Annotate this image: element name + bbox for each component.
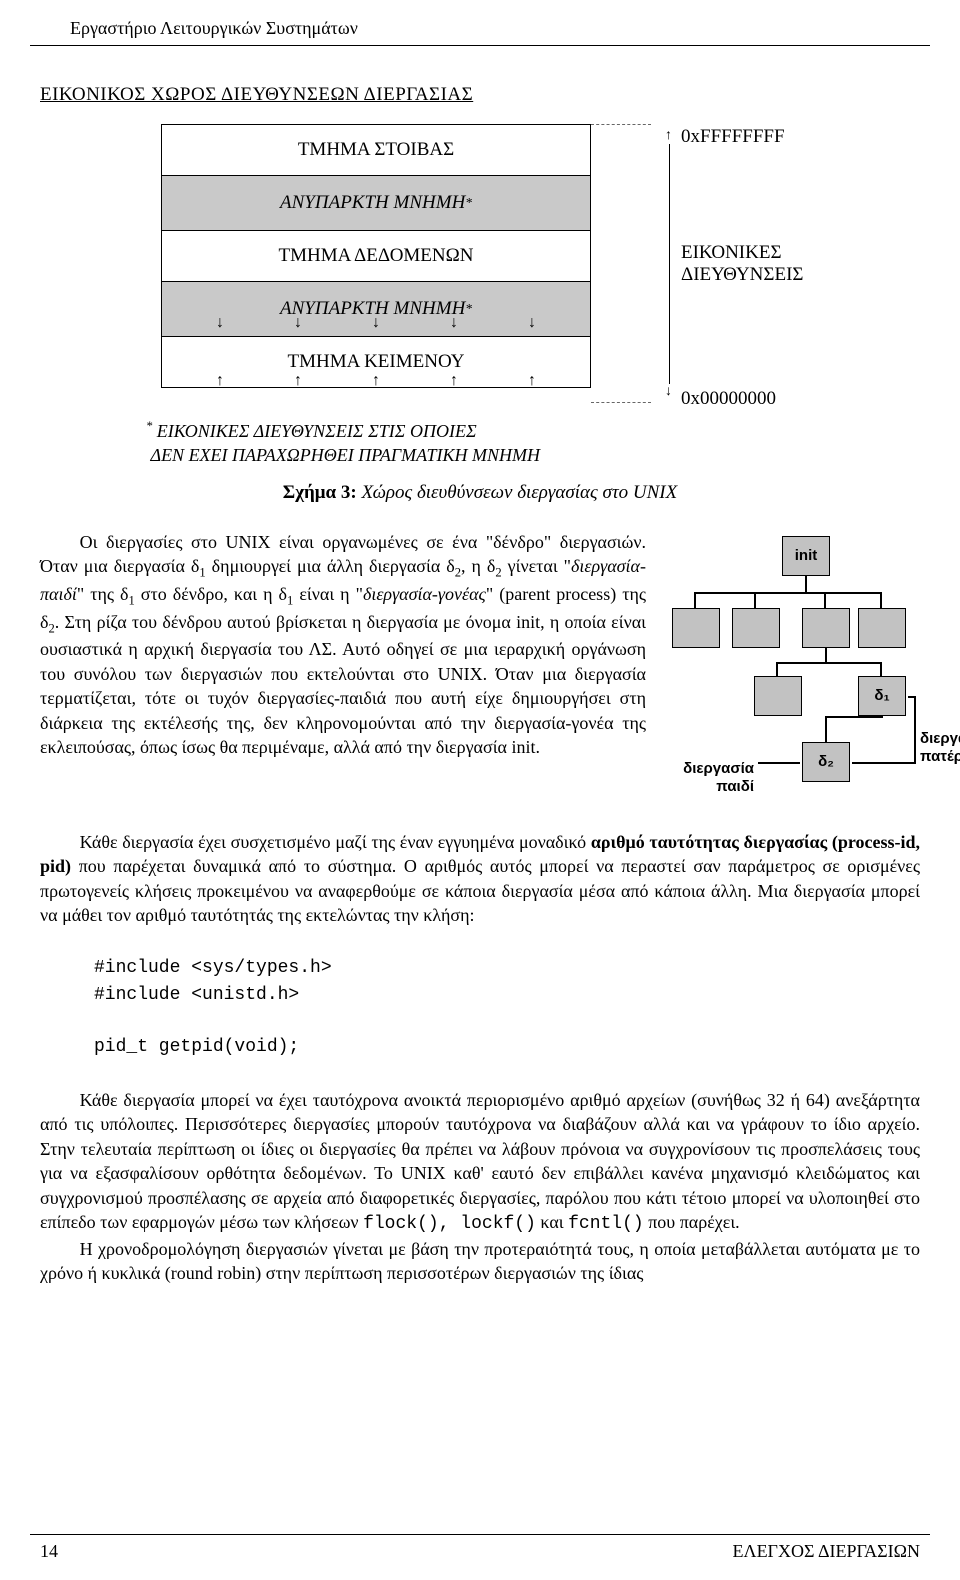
footer-page-num: 14 (40, 1541, 58, 1562)
addr-bottom: 0x00000000 (681, 388, 776, 410)
process-tree: init δ₁ δ₂ (664, 530, 920, 830)
p1e: " της δ (77, 584, 129, 604)
caption-bold: Σχήμα 3: (283, 482, 357, 503)
p1c: , η δ (461, 556, 495, 576)
content-area: ΕΙΚΟΝΙΚΟΣ ΧΩΡΟΣ ΔΙΕΥΘΥΝΣΕΩΝ ΔΙΕΡΓΑΣΙΑΣ Τ… (0, 46, 960, 1286)
mem-data: ΤΜΗΜΑ ΔΕΔΟΜΕΝΩΝ (162, 231, 590, 282)
figure-caption: Σχήμα 3: Χώρος διευθύνσεων διεργασίας στ… (40, 482, 920, 504)
arrows-down: ↓↓↓↓↓ (161, 316, 591, 328)
tree-para: Οι διεργασίες στο UNIX είναι οργανωμένες… (40, 530, 646, 760)
addr-top: 0xFFFFFFFF (681, 126, 785, 148)
memory-column: ΤΜΗΜΑ ΣΤΟΙΒΑΣ ΑΝΥΠΑΡΚΤΗ ΜΝΗΜΗ* ΤΜΗΜΑ ΔΕΔ… (161, 124, 591, 388)
node-b1 (754, 676, 802, 716)
para-files: Κάθε διεργασία μπορεί να έχει ταυτόχρονα… (40, 1088, 920, 1237)
p3code2: fcntl() (568, 1214, 644, 1234)
dashed-line-top (591, 124, 651, 125)
mem-free1: ΑΝΥΠΑΡΚΤΗ ΜΝΗΜΗ* (162, 176, 590, 231)
p3code1: flock(), lockf() (363, 1214, 536, 1234)
top-arrow-icon: ↑ (665, 128, 672, 144)
node-init: init (782, 536, 830, 576)
para-pid: Κάθε διεργασία έχει συσχετισμένο μαζί τη… (40, 830, 920, 928)
mem-star: * (465, 195, 472, 211)
dashed-line-bottom (591, 402, 651, 403)
node-d2: δ₂ (802, 742, 850, 782)
code-l2: #include <unistd.h> (94, 982, 920, 1008)
virt-label2: ΔΙΕΥΘΥΝΣΕΙΣ (681, 264, 803, 286)
memory-box: ΤΜΗΜΑ ΣΤΟΙΒΑΣ ΑΝΥΠΑΡΚΤΗ ΜΝΗΜΗ* ΤΜΗΜΑ ΔΕΔ… (161, 124, 591, 388)
bottom-arrow-icon: ↓ (665, 384, 672, 400)
parent-label: διεργασία πατέρας (920, 730, 960, 766)
page-header: Εργαστήριο Λειτουργικών Συστημάτων (30, 0, 930, 46)
footer-chapter: ΕΛΕΓΧΟΣ ΔΙΕΡΓΑΣΙΩΝ (733, 1541, 920, 1562)
p3a: Κάθε διεργασία μπορεί να έχει ταυτόχρονα… (40, 1090, 920, 1232)
section-title: ΕΙΚΟΝΙΚΟΣ ΧΩΡΟΣ ΔΙΕΥΘΥΝΣΕΩΝ ΔΙΕΡΓΑΣΙΑΣ (40, 84, 920, 106)
mem-star2: * (465, 301, 472, 317)
node-a1 (672, 608, 720, 648)
mem-free1-text: ΑΝΥΠΑΡΚΤΗ ΜΝΗΜΗ (280, 192, 465, 214)
para-sched: Η χρονοδρομολόγηση διεργασιών γίνεται με… (40, 1237, 920, 1286)
p2b: που παρέχεται δυναμικά από το σύστημα. Ο… (40, 856, 920, 925)
p1g: είναι η " (293, 584, 363, 604)
node-a3 (802, 608, 850, 648)
code-l3: pid_t getpid(void); (94, 1034, 920, 1060)
mem-stack: ΤΜΗΜΑ ΣΤΟΙΒΑΣ (162, 125, 590, 176)
node-a2 (732, 608, 780, 648)
p1d: γίνεται " (502, 556, 571, 576)
tree-section: Οι διεργασίες στο UNIX είναι οργανωμένες… (40, 530, 920, 830)
code-l1: #include <sys/types.h> (94, 955, 920, 981)
p1b: δημιουργεί μια άλλη διεργασία δ (206, 556, 455, 576)
p2a: Κάθε διεργασία έχει συσχετισμένο μαζί τη… (80, 832, 591, 852)
footnote-l2: ΔΕΝ ΕΧΕΙ ΠΑΡΑΧΩΡΗΘΕΙ ΠΡΑΓΜΑΤΙΚΗ ΜΝΗΜΗ (151, 445, 540, 465)
page-footer: 14 ΕΛΕΓΧΟΣ ΔΙΕΡΓΑΣΙΩΝ (30, 1534, 930, 1562)
p1i: . Στη ρίζα του δένδρου αυτού βρίσκεται η… (40, 612, 646, 758)
footnote-star: * (146, 419, 152, 433)
child-label: διεργασία παιδί (666, 760, 754, 796)
memory-side-labels: ↑ 0xFFFFFFFF ΕΙΚΟΝΙΚΕΣ ΔΙΕΥΘΥΝΣΕΙΣ ↓ 0x0… (599, 124, 799, 388)
p3c: που παρέχει. (644, 1212, 740, 1232)
virt-label1: ΕΙΚΟΝΙΚΕΣ (681, 242, 782, 264)
code-block: #include <sys/types.h> #include <unistd.… (94, 955, 920, 1059)
arrows-up: ↑↑↑↑↑ (161, 374, 591, 386)
mem-footnote: * ΕΙΚΟΝΙΚΕΣ ΔΙΕΥΘΥΝΣΕΙΣ ΣΤΙΣ ΟΠΟΙΕΣ ΔΕΝ … (146, 418, 920, 468)
footnote-l1: ΕΙΚΟΝΙΚΕΣ ΔΙΕΥΘΥΝΣΕΙΣ ΣΤΙΣ ΟΠΟΙΕΣ (157, 421, 477, 441)
node-d1: δ₁ (858, 676, 906, 716)
p3b: και (536, 1212, 568, 1232)
p1f: στο δένδρο, και η δ (135, 584, 287, 604)
caption-rest: Χώρος διευθύνσεων διεργασίας στο UNIX (357, 482, 678, 503)
p1par: διεργασία-γονέας (363, 584, 486, 604)
memory-diagram: ΤΜΗΜΑ ΣΤΟΙΒΑΣ ΑΝΥΠΑΡΚΤΗ ΜΝΗΜΗ* ΤΜΗΜΑ ΔΕΔ… (40, 124, 920, 388)
node-a4 (858, 608, 906, 648)
addr-vline (669, 144, 670, 384)
